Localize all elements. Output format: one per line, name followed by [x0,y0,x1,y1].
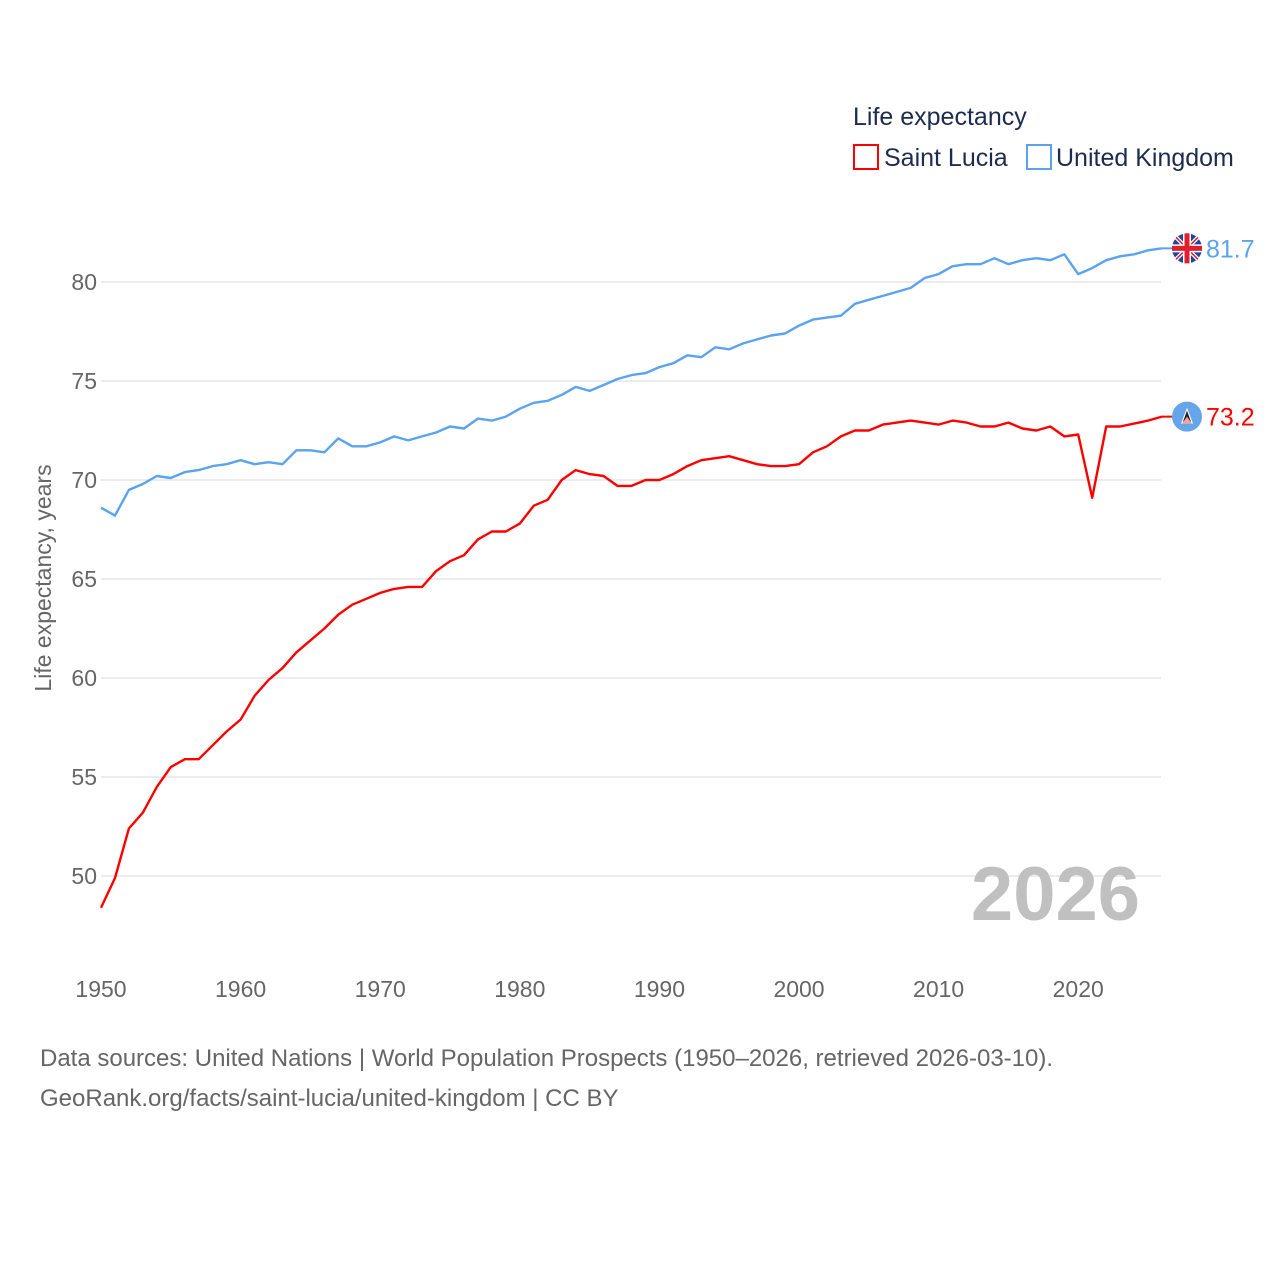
x-tick-label: 1980 [494,976,545,1002]
end-labels: 73.2 81.7 [1162,233,1255,432]
y-axis-label: Life expectancy, years [30,464,56,691]
y-tick-label: 55 [71,764,97,790]
y-tick-label: 65 [71,566,97,592]
series-lines [99,247,1163,909]
year-watermark: 2026 [971,852,1140,937]
x-axis: 1950 1960 1970 1980 1990 2000 2010 2020 [75,976,1103,1002]
legend-swatch-saint-lucia [853,144,879,170]
grid [101,281,1161,877]
x-tick-label: 1950 [75,976,126,1002]
x-tick-label: 1970 [355,976,406,1002]
series-line-saint-lucia[interactable] [99,415,1163,909]
x-tick-label: 1960 [215,976,266,1002]
end-value-label: 81.7 [1206,235,1255,263]
x-tick-label: 1990 [634,976,685,1002]
x-tick-label: 2000 [773,976,824,1002]
y-tick-label: 50 [71,863,97,889]
footer-sources: Data sources: United Nations | World Pop… [40,1045,1054,1072]
united-kingdom-flag-icon [1162,233,1202,264]
y-tick-label: 70 [71,467,97,493]
y-tick-label: 60 [71,665,97,691]
legend: Life expectancy Saint Lucia United Kingd… [853,103,1234,172]
x-tick-label: 2020 [1053,976,1104,1002]
saint-lucia-flag-icon [1162,401,1202,432]
y-tick-label: 75 [71,368,97,394]
legend-label-united-kingdom[interactable]: United Kingdom [1056,144,1234,172]
legend-swatch-united-kingdom [1026,144,1052,170]
x-tick-label: 2010 [913,976,964,1002]
legend-title: Life expectancy [853,103,1027,131]
legend-label-saint-lucia[interactable]: Saint Lucia [884,144,1008,172]
y-tick-label: 80 [71,269,97,295]
footer-attribution[interactable]: GeoRank.org/facts/saint-lucia/united-kin… [40,1085,619,1112]
y-axis: 50 55 60 65 70 75 80 [71,269,97,889]
series-line-united-kingdom[interactable] [100,247,1163,517]
end-value-label: 73.2 [1206,404,1255,432]
